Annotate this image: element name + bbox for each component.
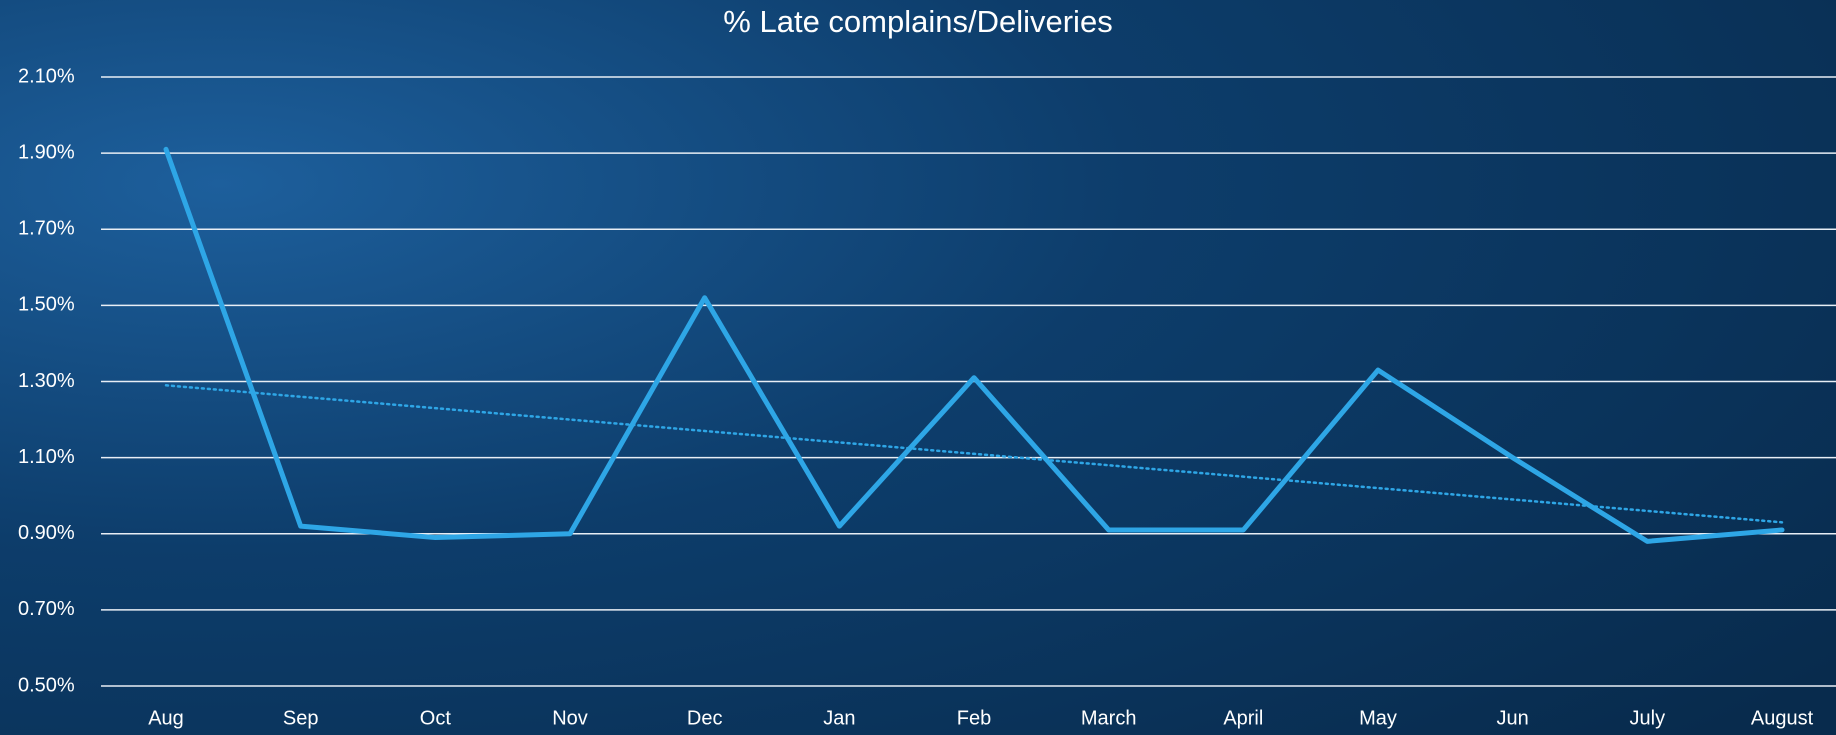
x-tick-label: Dec: [687, 707, 723, 729]
y-tick-label: 0.70%: [18, 598, 75, 620]
x-tick-label: July: [1630, 707, 1666, 729]
x-tick-label: Sep: [283, 707, 319, 729]
y-tick-label: 2.10%: [18, 65, 75, 87]
x-tick-label: Feb: [957, 707, 991, 729]
chart-title: % Late complains/Deliveries: [723, 4, 1112, 39]
x-tick-label: August: [1751, 707, 1814, 729]
x-tick-label: April: [1223, 707, 1263, 729]
y-tick-label: 1.70%: [18, 218, 75, 240]
background: [0, 0, 1836, 735]
x-tick-label: Jan: [823, 707, 855, 729]
y-tick-label: 1.30%: [18, 370, 75, 392]
chart: % Late complains/Deliveries 0.50% 0.70% 0.…: [0, 0, 1836, 735]
x-tick-label: Aug: [148, 707, 184, 729]
x-tick-label: Oct: [420, 707, 452, 729]
page: % Late complains/Deliveries 0.50% 0.70% 0.…: [0, 0, 1836, 735]
y-tick-label: 0.90%: [18, 522, 75, 544]
x-tick-label: May: [1359, 707, 1397, 729]
x-tick-label: Jun: [1497, 707, 1529, 729]
y-tick-label: 0.50%: [18, 674, 75, 696]
y-tick-label: 1.50%: [18, 294, 75, 316]
y-tick-label: 1.10%: [18, 446, 75, 468]
y-tick-label: 1.90%: [18, 141, 75, 163]
x-tick-label: March: [1081, 707, 1137, 729]
x-tick-label: Nov: [552, 707, 588, 729]
